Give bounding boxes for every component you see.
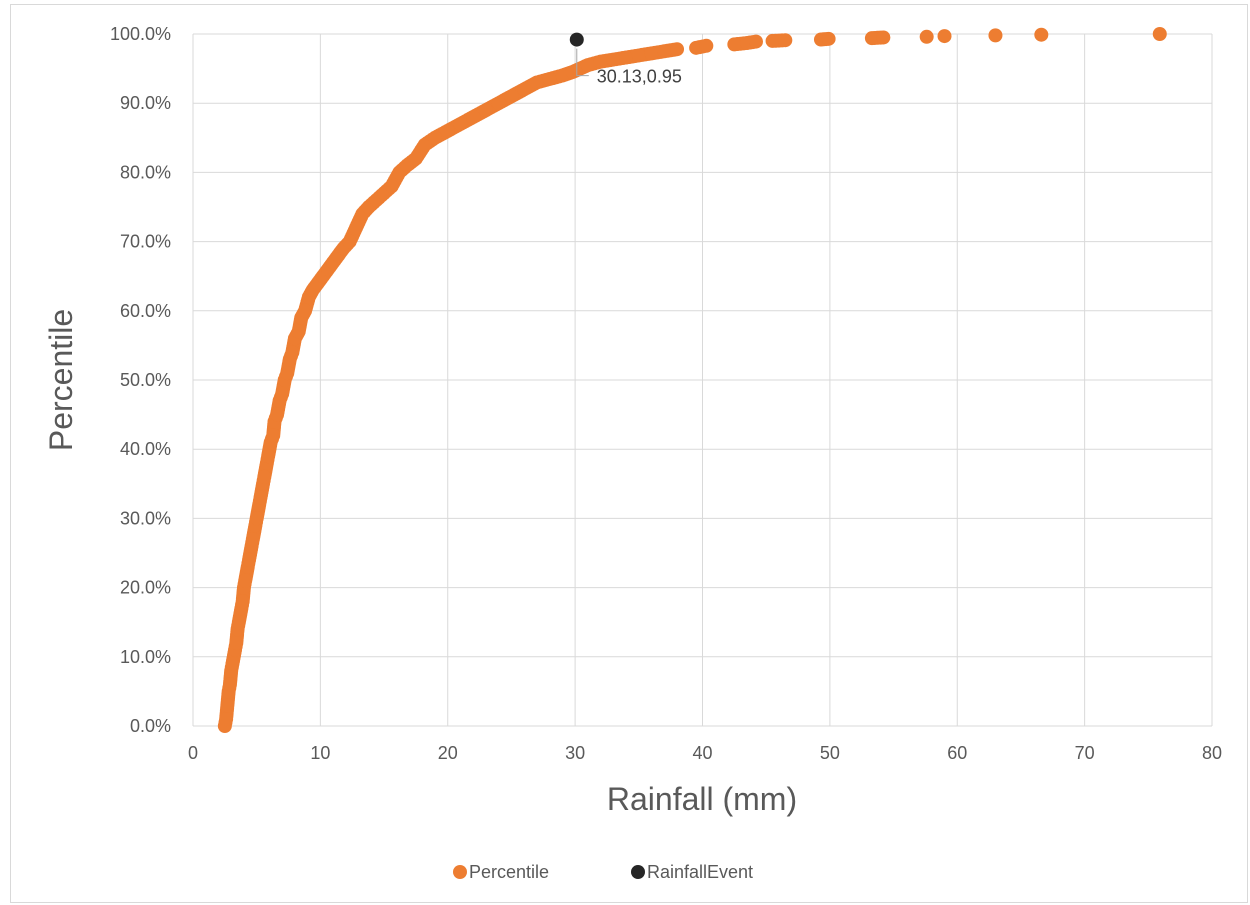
percentile-point [384,179,399,194]
percentile-point [670,42,685,57]
percentile-point [235,594,250,609]
x-tick-label: 20 [438,743,458,763]
percentile-point [231,615,246,630]
chart-area [10,4,1248,903]
x-tick-label: 80 [1202,743,1222,763]
percentile-point [285,345,300,360]
percentile-point [222,677,237,692]
y-tick-label: 30.0% [120,508,171,528]
percentile-point [245,532,260,547]
x-tick-label: 60 [947,743,967,763]
y-axis-title: Percentile [43,309,79,451]
percentile-point [428,130,443,145]
percentile-point [266,428,281,443]
percentile-point [765,33,780,48]
percentile-point [342,234,357,249]
percentile-point [919,29,934,44]
x-axis-title: Rainfall (mm) [607,781,797,817]
legend: Percentile RainfallEvent [453,862,753,882]
percentile-point [619,50,634,65]
y-tick-label: 100.0% [110,24,171,44]
percentile-point [238,573,253,588]
y-tick-label: 50.0% [120,370,171,390]
y-tick-label: 60.0% [120,301,171,321]
percentile-point [280,366,295,381]
percentile-point [504,89,519,104]
percentile-point [778,33,793,48]
percentile-point [988,28,1003,43]
x-tick-label: 40 [692,743,712,763]
percentile-point [219,712,234,727]
rainfall-event-data-label: 30.13,0.95 [597,67,682,87]
percentile-point [220,698,235,713]
data-series [217,27,1167,733]
percentile-point [542,71,557,86]
percentile-point [593,54,608,69]
percentile-point [937,29,952,44]
percentile-point [565,65,580,80]
percentile-point [275,386,290,401]
y-tick-label: 40.0% [120,439,171,459]
x-tick-label: 0 [188,743,198,763]
percentile-point [440,123,455,138]
x-tick-label: 70 [1075,743,1095,763]
percentile-point [242,552,257,567]
percentile-point [453,116,468,131]
y-tick-label: 0.0% [130,716,171,736]
percentile-point [253,490,268,505]
percentile-point [727,37,742,52]
percentile-point [257,469,272,484]
percentile-point [864,31,879,46]
percentile-point [644,46,659,61]
legend-marker-rainfallevent [631,865,645,879]
legend-marker-percentile [453,865,467,879]
percentile-point [466,110,481,125]
percentile-point [261,449,276,464]
y-tick-label: 90.0% [120,93,171,113]
grid [192,33,1213,727]
x-tick-label: 30 [565,743,585,763]
annotations: 30.13,0.95 [576,48,682,87]
tick-labels: 0 10 20 30 40 50 60 70 80 0.0% 10.0% 20.0% 30.0% 40.0… [110,24,1222,763]
y-tick-label: 80.0% [120,162,171,182]
x-tick-label: 10 [310,743,330,763]
legend-label-rainfallevent: RainfallEvent [647,862,753,882]
percentile-point [298,303,313,318]
percentile-point [529,75,544,90]
percentile-point [876,30,891,45]
percentile-point [249,511,264,526]
percentile-point [748,34,763,49]
legend-label-percentile: Percentile [469,862,549,882]
y-tick-label: 10.0% [120,647,171,667]
x-tick-label: 50 [820,743,840,763]
percentile-point [408,151,423,166]
percentile-point [229,635,244,650]
percentile-point [517,82,532,97]
percentile-point [821,31,836,46]
percentile-point [1152,27,1167,41]
percentile-point [417,137,432,152]
percentile-point [657,44,672,59]
percentile-point [606,52,621,67]
y-tick-label: 70.0% [120,232,171,252]
percentile-point [1034,27,1049,42]
percentile-point [291,324,306,339]
percentile-point [699,38,714,53]
annotation-leader-line [576,48,589,77]
percentile-point [491,96,506,111]
percentile-point [225,656,240,671]
percentile-point [478,103,493,118]
percentile-point [349,220,364,235]
percentile-point [580,58,595,73]
rainfall-event-point [569,32,584,47]
percentile-point [270,407,285,422]
percentile-point [631,48,646,63]
y-tick-label: 20.0% [120,578,171,598]
